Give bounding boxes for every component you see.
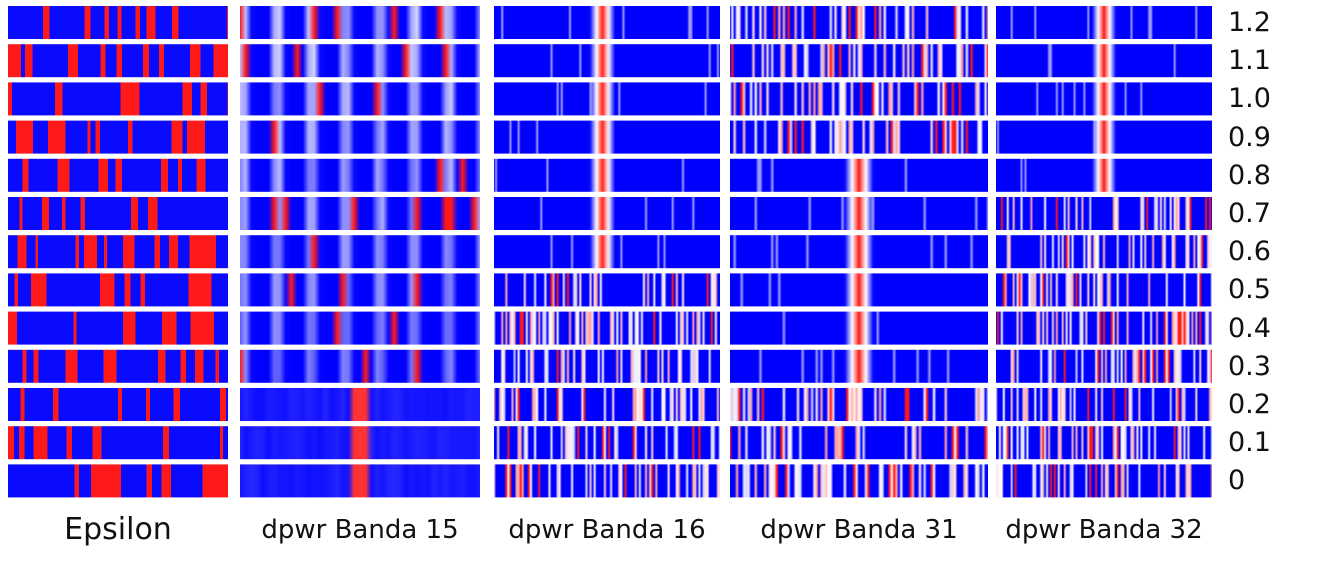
heatmap-cell-dpwr-banda-16-row-0.2	[494, 388, 720, 421]
heatmap-cell-epsilon-row-0.6	[8, 235, 228, 269]
row-label: 1.2	[1228, 7, 1271, 38]
heatmap-cell-epsilon-row-1.2	[8, 6, 228, 39]
heatmap-cell-dpwr-banda-16-row-0.8	[494, 158, 720, 192]
heatmap-cell-dpwr-banda-15-row-0.8	[240, 158, 480, 192]
heatmap-cell-dpwr-banda-31-row-0.5	[730, 273, 988, 307]
heatmap-cell-dpwr-banda-32-row-0.5	[996, 273, 1212, 307]
column-label: dpwr Banda 31	[760, 515, 958, 545]
heatmap-cell-epsilon-row-0.3	[8, 349, 228, 383]
heatmap-cell-dpwr-banda-32-row-0.3	[996, 349, 1212, 383]
heatmap-cell-dpwr-banda-15-row-0.9	[240, 120, 480, 154]
row-label: 0.9	[1228, 121, 1271, 153]
heatmap-cell-dpwr-banda-31-row-0.6	[730, 235, 988, 269]
heatmap-cell-epsilon-row-0.8	[8, 158, 228, 192]
heatmap-cell-epsilon-row-1.0	[8, 82, 228, 116]
heatmap-cell-dpwr-banda-32-row-0.2	[996, 388, 1212, 421]
heatmap-cell-dpwr-banda-31-row-0.7	[730, 197, 988, 230]
heatmap-cell-dpwr-banda-15-row-0.3	[240, 349, 480, 383]
heatmap-cell-epsilon-row-0.5	[8, 273, 228, 307]
heatmap-cell-epsilon-row-0.2	[8, 388, 228, 421]
heatmap-cell-dpwr-banda-16-row-0.6	[494, 235, 720, 269]
row-label: 1.0	[1228, 83, 1271, 115]
heatmap-cell-epsilon-row-0.9	[8, 120, 228, 154]
heatmap-cell-dpwr-banda-15-row-1.2	[240, 6, 480, 39]
row-label: 0.2	[1228, 389, 1271, 420]
column-label: Epsilon	[64, 512, 172, 547]
heatmap-cell-dpwr-banda-15-row-0.6	[240, 235, 480, 269]
heatmap-cell-dpwr-banda-32-row-0	[996, 464, 1212, 498]
heatmap-cell-dpwr-banda-32-row-1.0	[996, 82, 1212, 116]
row-label: 0.5	[1228, 274, 1271, 306]
heatmap-cell-dpwr-banda-15-row-0.1	[240, 426, 480, 460]
heatmap-cell-dpwr-banda-31-row-0.9	[730, 120, 988, 154]
heatmap-cell-dpwr-banda-16-row-0.3	[494, 349, 720, 383]
heatmap-cell-dpwr-banda-31-row-1.2	[730, 6, 988, 39]
row-label: 0.4	[1228, 312, 1271, 344]
heatmap-cell-dpwr-banda-16-row-1.0	[494, 82, 720, 116]
heatmap-cell-dpwr-banda-31-row-0.2	[730, 388, 988, 421]
heatmap-cell-dpwr-banda-16-row-0.7	[494, 197, 720, 230]
heatmap-cell-dpwr-banda-31-row-1.1	[730, 44, 988, 78]
row-label: 1.1	[1228, 45, 1271, 77]
heatmap-cell-dpwr-banda-32-row-0.6	[996, 235, 1212, 269]
column-label: dpwr Banda 16	[508, 515, 706, 545]
heatmap-cell-dpwr-banda-31-row-0.4	[730, 311, 988, 345]
heatmap-cell-dpwr-banda-16-row-0	[494, 464, 720, 498]
heatmap-cell-dpwr-banda-31-row-0.3	[730, 349, 988, 383]
heatmap-cell-dpwr-banda-15-row-0.5	[240, 273, 480, 307]
heatmap-cell-epsilon-row-1.1	[8, 44, 228, 78]
heatmap-cell-dpwr-banda-15-row-1.1	[240, 44, 480, 78]
heatmap-cell-dpwr-banda-15-row-0.7	[240, 197, 480, 230]
heatmap-cell-dpwr-banda-15-row-1.0	[240, 82, 480, 116]
heatmap-cell-dpwr-banda-31-row-0	[730, 464, 988, 498]
heatmap-cell-dpwr-banda-16-row-0.5	[494, 273, 720, 307]
heatmap-cell-epsilon-row-0.4	[8, 311, 228, 345]
heatmap-cell-epsilon-row-0.7	[8, 197, 228, 230]
row-label: 0.8	[1228, 159, 1271, 191]
row-label: 0.3	[1228, 350, 1271, 382]
row-label: 0	[1228, 465, 1246, 497]
heatmap-cell-dpwr-banda-16-row-0.1	[494, 426, 720, 460]
heatmap-cell-dpwr-banda-32-row-0.9	[996, 120, 1212, 154]
heatmap-cell-dpwr-banda-31-row-0.8	[730, 158, 988, 192]
heatmap-cell-dpwr-banda-31-row-0.1	[730, 426, 988, 460]
heatmap-cell-dpwr-banda-32-row-1.1	[996, 44, 1212, 78]
heatmap-cell-dpwr-banda-32-row-0.4	[996, 311, 1212, 345]
heatmap-cell-dpwr-banda-32-row-1.2	[996, 6, 1212, 39]
heatmap-cell-dpwr-banda-31-row-1.0	[730, 82, 988, 116]
heatmap-cell-dpwr-banda-16-row-1.2	[494, 6, 720, 39]
heatmap-cell-dpwr-banda-32-row-0.1	[996, 426, 1212, 460]
heatmap-cell-dpwr-banda-32-row-0.8	[996, 158, 1212, 192]
heatmap-cell-dpwr-banda-16-row-0.4	[494, 311, 720, 345]
column-label: dpwr Banda 15	[261, 515, 459, 545]
column-label: dpwr Banda 32	[1005, 515, 1203, 545]
heatmap-cell-dpwr-banda-16-row-1.1	[494, 44, 720, 78]
row-label: 0.1	[1228, 427, 1271, 459]
heatmap-cell-dpwr-banda-15-row-0.2	[240, 388, 480, 421]
heatmap-cell-dpwr-banda-16-row-0.9	[494, 120, 720, 154]
row-label: 0.7	[1228, 198, 1271, 229]
heatmap-cell-epsilon-row-0.1	[8, 426, 228, 460]
heatmap-cell-dpwr-banda-15-row-0.4	[240, 311, 480, 345]
heatmap-cell-dpwr-banda-15-row-0	[240, 464, 480, 498]
heatmap-cell-dpwr-banda-32-row-0.7	[996, 197, 1212, 230]
heatmap-cell-epsilon-row-0	[8, 464, 228, 498]
row-label: 0.6	[1228, 236, 1271, 268]
